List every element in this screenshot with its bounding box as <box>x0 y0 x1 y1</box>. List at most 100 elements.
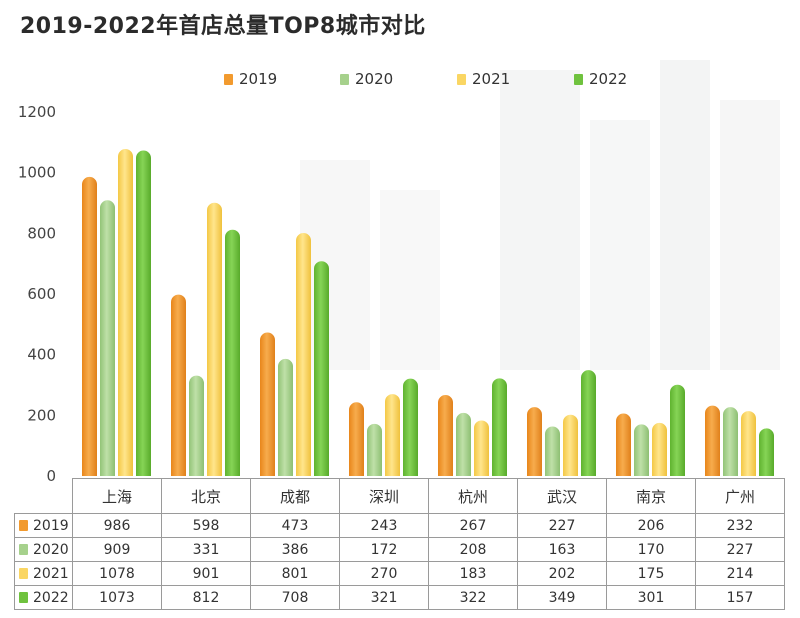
y-tick-label: 800 <box>27 224 56 242</box>
table-row: 2020 909 331 386 172 208 163 170 227 <box>14 537 785 562</box>
table-cell: 214 <box>695 561 785 586</box>
table-cell: 170 <box>606 537 696 562</box>
bar-2021-上海 <box>118 149 133 476</box>
legend-swatch-2022 <box>574 73 583 85</box>
table-cell: 386 <box>250 537 340 562</box>
series-label: 2021 <box>33 565 69 582</box>
table-series-cell: 2020 <box>14 537 73 562</box>
table-cell: 322 <box>428 585 518 610</box>
legend-label-2019: 2019 <box>239 70 278 88</box>
bar-2020-深圳 <box>367 423 382 476</box>
bar-2021-杭州 <box>474 420 489 476</box>
legend-label-2021: 2021 <box>472 70 511 88</box>
table-cell: 1078 <box>72 561 162 586</box>
table-cell: 183 <box>428 561 518 586</box>
y-tick-label: 400 <box>27 346 56 364</box>
bar-2022-成都 <box>314 261 329 476</box>
table-cell: 267 <box>428 513 518 538</box>
table-header-row: 上海 北京 成都 深圳 杭州 武汉 南京 广州 <box>14 478 785 514</box>
bar-2022-杭州 <box>492 378 507 476</box>
bar-2020-南京 <box>634 424 649 476</box>
bar-2019-广州 <box>705 405 720 476</box>
table-cell: 801 <box>250 561 340 586</box>
table-cell: 901 <box>161 561 251 586</box>
table-cell: 202 <box>517 561 607 586</box>
chart-title: 2019-2022年首店总量TOP8城市对比 <box>20 14 426 39</box>
legend-swatch-2020 <box>340 73 349 85</box>
bar-2022-广州 <box>759 428 774 476</box>
table-cell: 208 <box>428 537 518 562</box>
bar-2020-成都 <box>278 358 293 476</box>
table-header-cell: 上海 <box>72 478 162 514</box>
table-header-cell: 北京 <box>161 478 251 514</box>
bar-2022-深圳 <box>403 378 418 476</box>
y-tick-label: 1200 <box>18 103 56 121</box>
bar-2019-成都 <box>260 332 275 476</box>
bar-2021-广州 <box>741 411 756 476</box>
table-header-cell: 广州 <box>695 478 785 514</box>
bar-2020-北京 <box>189 375 204 476</box>
table-header-cell: 成都 <box>250 478 340 514</box>
table-cell: 1073 <box>72 585 162 610</box>
table-corner <box>14 478 73 514</box>
legend-label-2020: 2020 <box>355 70 394 88</box>
series-swatch-2020 <box>19 543 28 555</box>
table-cell: 270 <box>339 561 429 586</box>
legend-item-2022: 2022 <box>574 70 627 88</box>
table-cell: 232 <box>695 513 785 538</box>
table-cell: 163 <box>517 537 607 562</box>
y-tick-label: 1000 <box>18 164 56 182</box>
y-tick-label: 600 <box>27 285 56 303</box>
bar-2020-上海 <box>100 200 115 476</box>
table-cell: 349 <box>517 585 607 610</box>
series-swatch-2019 <box>19 519 28 531</box>
bar-2021-武汉 <box>563 414 578 476</box>
bar-2020-广州 <box>723 407 738 476</box>
y-tick-label: 200 <box>27 406 56 424</box>
y-tick-label: 0 <box>46 467 56 485</box>
legend-item-2021: 2021 <box>457 70 510 88</box>
table-cell: 812 <box>161 585 251 610</box>
table-cell: 175 <box>606 561 696 586</box>
bar-2019-南京 <box>616 413 631 476</box>
table-series-cell: 2022 <box>14 585 73 610</box>
table-cell: 708 <box>250 585 340 610</box>
bar-2020-武汉 <box>545 426 560 476</box>
table-header-cell: 武汉 <box>517 478 607 514</box>
legend-swatch-2021 <box>457 73 466 85</box>
table-cell: 172 <box>339 537 429 562</box>
series-swatch-2021 <box>19 567 28 579</box>
table-cell: 321 <box>339 585 429 610</box>
table-header-cell: 深圳 <box>339 478 429 514</box>
table-cell: 243 <box>339 513 429 538</box>
bar-2021-成都 <box>296 233 311 476</box>
bar-2021-北京 <box>207 202 222 476</box>
table-row: 2021 1078 901 801 270 183 202 175 214 <box>14 561 785 586</box>
bar-2021-南京 <box>652 422 667 476</box>
series-label: 2020 <box>33 541 69 558</box>
table-header-cell: 杭州 <box>428 478 518 514</box>
table-cell: 227 <box>695 537 785 562</box>
table-series-cell: 2021 <box>14 561 73 586</box>
table-cell: 331 <box>161 537 251 562</box>
table-series-cell: 2019 <box>14 513 73 538</box>
legend-swatch-2019 <box>224 73 233 85</box>
series-swatch-2022 <box>19 591 28 603</box>
y-axis: 0 200 400 600 800 1000 1200 <box>18 103 56 485</box>
data-table: 上海 北京 成都 深圳 杭州 武汉 南京 广州 2019 986 598 473… <box>14 478 785 610</box>
bar-2019-上海 <box>82 176 97 477</box>
bar-2019-武汉 <box>527 407 542 476</box>
bar-2022-上海 <box>136 150 151 476</box>
bar-2019-北京 <box>171 294 186 476</box>
series-label: 2019 <box>33 517 69 534</box>
table-row: 2019 986 598 473 243 267 227 206 232 <box>14 513 785 538</box>
table-row: 2022 1073 812 708 321 322 349 301 157 <box>14 585 785 610</box>
legend-label-2022: 2022 <box>589 70 628 88</box>
table-cell: 301 <box>606 585 696 610</box>
table-cell: 909 <box>72 537 162 562</box>
bar-2022-南京 <box>670 384 685 476</box>
bar-2022-武汉 <box>581 370 596 476</box>
bar-2022-北京 <box>225 229 240 476</box>
legend-item-2020: 2020 <box>340 70 393 88</box>
bars <box>82 149 774 477</box>
